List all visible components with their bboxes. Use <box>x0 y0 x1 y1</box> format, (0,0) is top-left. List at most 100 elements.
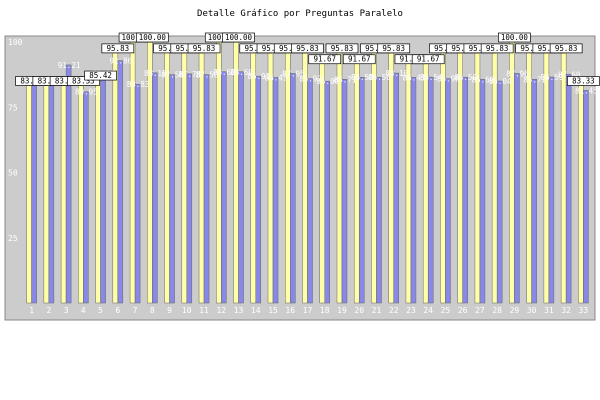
x-tick-label: 32 <box>561 306 571 315</box>
y-tick-label: 25 <box>8 234 18 243</box>
bar <box>169 74 175 304</box>
x-tick-label: 22 <box>389 306 399 315</box>
bar <box>353 63 360 304</box>
bar <box>152 72 158 304</box>
bar <box>255 75 262 304</box>
bar <box>341 79 348 304</box>
x-tick-label: 15 <box>268 306 278 315</box>
bar <box>583 90 589 304</box>
data-label: 85.71 <box>523 75 546 84</box>
data-label-box <box>377 43 411 54</box>
bar <box>31 79 37 304</box>
bar <box>78 85 84 304</box>
bar <box>578 85 584 304</box>
x-tick-label: 23 <box>406 306 416 315</box>
data-label: 95.83 <box>296 44 319 53</box>
y-tick-label: 50 <box>8 169 18 178</box>
x-tick-label: 30 <box>527 306 537 315</box>
x-tick-label: 5 <box>98 306 103 315</box>
x-tick-label: 18 <box>320 306 330 315</box>
bar <box>198 52 205 304</box>
data-label-box <box>498 32 531 43</box>
data-label-box <box>187 43 221 54</box>
data-label: 83.33 <box>72 77 95 86</box>
bar <box>427 76 434 304</box>
data-label: 85.00 <box>316 77 339 86</box>
x-tick-label: 31 <box>544 306 554 315</box>
x-tick-label: 28 <box>492 306 502 315</box>
data-label-box <box>135 32 169 43</box>
bar <box>238 71 244 304</box>
data-label-box <box>411 54 445 65</box>
data-label-box <box>567 76 600 86</box>
bar <box>43 85 50 304</box>
bar <box>95 79 101 304</box>
data-label: 83.33 <box>20 77 43 86</box>
data-label: 95.83 <box>279 44 302 53</box>
bar <box>376 76 382 304</box>
data-label: 91.21 <box>58 61 81 70</box>
bar <box>60 85 67 304</box>
bar <box>221 71 227 304</box>
data-label: 91.67 <box>400 55 423 64</box>
data-label: 91.67 <box>313 55 336 64</box>
bar <box>514 73 520 304</box>
bar <box>307 78 313 304</box>
data-label: 85.92 <box>299 75 322 84</box>
bar <box>445 78 451 304</box>
data-label: 95.83 <box>382 44 405 53</box>
x-tick-label: 17 <box>303 306 313 315</box>
data-label: 81.45 <box>575 86 598 95</box>
data-label: 83.33 <box>38 77 61 86</box>
data-label: 86.91 <box>247 72 270 81</box>
bar <box>48 79 55 304</box>
bar <box>186 73 193 304</box>
data-label: 87.50 <box>196 71 219 80</box>
data-label: 86.50 <box>454 73 477 82</box>
bar <box>422 63 429 304</box>
data-label: 85.42 <box>89 71 112 80</box>
x-tick-label: 27 <box>475 306 485 315</box>
data-label-box <box>549 43 583 54</box>
bar <box>302 52 308 304</box>
bar <box>405 63 412 304</box>
bar <box>336 52 343 304</box>
data-label: 95.83 <box>193 44 216 53</box>
data-label: 95.83 <box>331 44 354 53</box>
bar <box>491 52 498 304</box>
x-tick-label: 13 <box>234 306 244 315</box>
data-label-box <box>480 43 514 54</box>
x-tick-label: 9 <box>167 306 172 315</box>
bar <box>285 52 291 304</box>
x-tick-label: 7 <box>133 306 138 315</box>
data-label: 100.00 <box>139 33 167 42</box>
data-label: 100.00 <box>501 33 529 42</box>
bar <box>440 52 446 304</box>
x-tick-label: 19 <box>337 306 347 315</box>
bar <box>117 60 124 304</box>
data-label: 86.50 <box>351 73 374 82</box>
bar <box>203 74 210 304</box>
bar <box>216 41 222 304</box>
data-label: 95.83 <box>486 44 509 53</box>
bar <box>83 91 89 304</box>
data-label: 88.19 <box>144 69 167 78</box>
bar <box>393 72 399 304</box>
data-label-box <box>66 76 100 86</box>
x-tick-label: 16 <box>285 306 295 315</box>
bar <box>479 79 486 304</box>
x-tick-label: 12 <box>216 306 226 315</box>
x-tick-label: 14 <box>251 306 261 315</box>
bar <box>565 74 572 304</box>
data-label: 83.33 <box>55 77 78 86</box>
data-label: 83.33 <box>572 77 595 86</box>
data-label: 87.60 <box>558 70 581 79</box>
bar <box>250 52 257 304</box>
data-label: 100.00 <box>225 33 253 42</box>
x-tick-label: 24 <box>423 306 433 315</box>
data-label-box <box>84 70 117 81</box>
bar <box>548 76 555 304</box>
data-label-box <box>222 32 255 43</box>
data-label-box <box>308 54 342 65</box>
